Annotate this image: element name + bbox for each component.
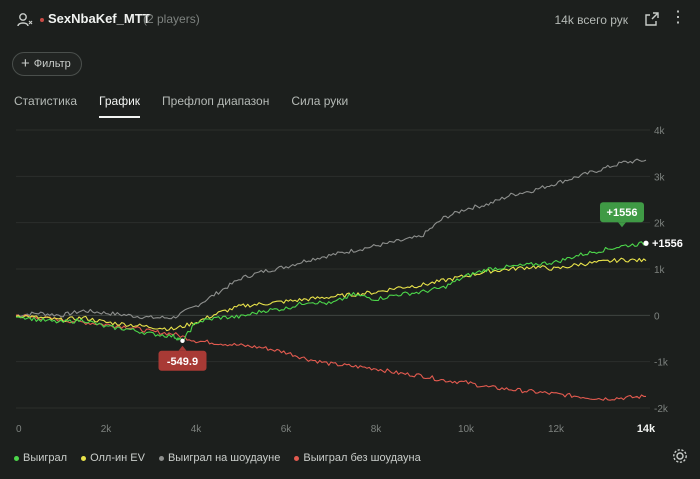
legend-label: Олл-ин EV [90,452,145,464]
min-badge-pointer [178,345,187,351]
series-line [15,241,647,342]
y-tick-label: 3k [654,172,666,183]
results-chart[interactable]: 4k 3k 2k 1k 0 -1k -2k 0 2k 4k 6k 8k 10k 12k 14k +1556 +1… [0,120,700,440]
share-icon[interactable] [644,11,660,27]
max-badge [600,202,644,223]
tab-graph[interactable]: График [99,94,141,118]
legend-item[interactable]: Выиграл [14,452,67,464]
x-tick-label: 8k [371,424,383,435]
series-line [15,158,647,320]
legend-item[interactable]: Выиграл без шоудауна [294,452,421,464]
y-tick-label: 0 [654,311,660,322]
legend-dot-icon [158,455,164,461]
chart-legend: Выиграл Олл-ин EV Выиграл на шоудауне Выигр… [14,452,421,464]
y-tick-label: -1k [654,358,669,369]
tab-hand-strength[interactable]: Сила руки [291,94,349,108]
legend-label: Выиграл без шоудауна [303,452,421,464]
legend-dot-icon [81,455,87,461]
players-count: (2 players) [143,12,200,26]
x-tick-label: 10k [458,424,475,435]
tab-statistics[interactable]: Статистика [14,94,78,108]
max-badge-label: +1556 [607,207,638,219]
hands-total: 14k всего рук [554,13,628,27]
legend-item[interactable]: Выиграл на шоудауне [158,452,281,464]
min-badge [158,350,207,371]
legend-dot-icon [14,455,19,461]
y-tick-label: 1k [654,265,666,276]
x-tick-label: 6k [281,424,293,435]
filter-label: Фильтр [33,58,71,70]
series-line [15,257,647,332]
user-settings-icon[interactable] [16,11,34,29]
status-dot [40,18,44,22]
plus-icon: + [21,55,30,72]
y-tick-label: 2k [654,219,666,230]
x-tick-label: 2k [101,424,113,435]
tab-preflop-range[interactable]: Префлоп диапазон [162,94,270,108]
x-tick-label: 0 [16,424,22,435]
min-badge-label: -549.9 [167,356,198,368]
player-name: SexNbaKef_MTT [48,11,151,26]
y-tick-label: 4k [654,126,666,137]
x-tick-label: 4k [191,424,203,435]
end-value-label: +1556 [652,238,683,250]
filter-button[interactable]: + Фильтр [12,52,82,76]
tab-bar: Статистика График Префлоп диапазон Сила … [14,94,348,118]
legend-dot-icon [294,455,300,461]
min-point [180,338,185,344]
more-options-icon[interactable]: ⋮ [670,9,686,26]
gear-icon[interactable] [672,448,688,464]
legend-label: Выиграл на шоудауне [167,452,281,464]
x-tick-label: 12k [548,424,565,435]
y-tick-label: -2k [654,404,669,415]
x-tick-label: 14k [637,423,656,435]
end-point [643,240,649,246]
header-bar: SexNbaKef_MTT (2 players) 14k всего рук … [0,0,700,40]
legend-label: Выиграл [23,452,68,464]
series-line [15,314,646,401]
max-badge-pointer [618,222,626,228]
legend-item[interactable]: Олл-ин EV [81,452,145,464]
